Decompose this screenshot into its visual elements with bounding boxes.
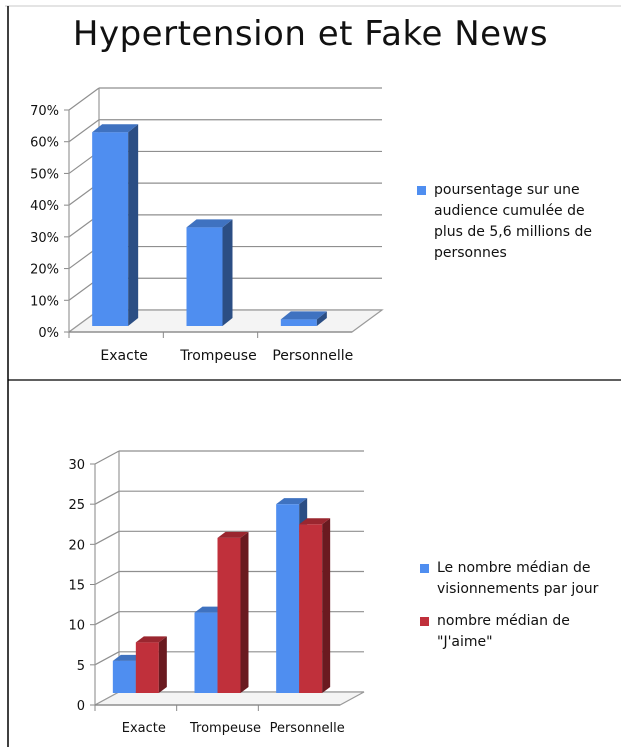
bar-0 (186, 227, 223, 326)
gridline-depth (94, 450, 120, 465)
y-tick-label: 30% (30, 231, 59, 246)
bar-1 (135, 642, 159, 693)
y-tick-label: 25 (68, 498, 85, 513)
bar-top-0 (280, 311, 327, 320)
bar-1 (299, 524, 323, 693)
y-tick-label: 60% (30, 136, 59, 151)
bar-side-1 (240, 531, 249, 693)
gridline-depth (94, 570, 120, 586)
bar-side-0 (128, 124, 139, 326)
y-tick-label: 15 (68, 579, 85, 594)
bar-side-0 (222, 219, 233, 326)
x-tick-label: Exacte (100, 348, 148, 364)
x-tick-label: Exacte (122, 721, 166, 736)
bar-1 (217, 537, 241, 693)
y-tick-label: 40% (30, 199, 59, 214)
bar-0 (280, 319, 317, 326)
gridline-depth (94, 490, 120, 505)
bar-0 (112, 660, 136, 693)
y-tick-label: 20% (30, 263, 59, 278)
legend-item: nombre médian de "J'aime" (420, 611, 615, 653)
y-tick-label: 70% (30, 104, 59, 119)
y-tick-label: 10% (30, 294, 59, 309)
bar-side-0 (316, 311, 327, 326)
legend-chart-1: poursentage sur une audience cumulée de … (417, 180, 617, 264)
legend-label: poursentage sur une audience cumulée de … (434, 182, 592, 261)
gridline-depth (68, 87, 100, 111)
chart-floor (94, 691, 365, 706)
y-tick-label: 0% (38, 326, 59, 341)
bar-0 (194, 612, 218, 693)
x-tick-label: Personnelle (272, 348, 353, 364)
bar-top-1 (135, 636, 167, 643)
bar-side-1 (158, 636, 167, 693)
legend-swatch (420, 617, 429, 626)
y-tick-label: 20 (68, 538, 85, 553)
y-tick-label: 50% (30, 167, 59, 182)
y-tick-label: 30 (68, 458, 85, 473)
bar-top-1 (217, 531, 249, 538)
y-tick-label: 5 (77, 659, 85, 674)
legend-label: Le nombre médian de visionnements par jo… (437, 560, 599, 597)
y-tick-label: 0 (77, 699, 85, 714)
bar-top-0 (276, 498, 308, 505)
legend-item: Le nombre médian de visionnements par jo… (420, 558, 615, 600)
bar-0 (276, 504, 300, 693)
y-tick-label: 10 (68, 619, 85, 634)
legend-chart-2: Le nombre médian de visionnements par jo… (420, 558, 615, 664)
legend-item: poursentage sur une audience cumulée de … (417, 180, 617, 264)
x-tick-label: Personnelle (270, 721, 345, 736)
gridline-depth (94, 651, 120, 666)
gridline-depth (94, 530, 120, 545)
bar-top-0 (92, 124, 139, 133)
legend-label: nombre médian de "J'aime" (437, 613, 570, 650)
gridline-depth (68, 119, 100, 143)
legend-swatch (417, 186, 426, 195)
x-tick-label: Trompeuse (179, 348, 256, 364)
bar-0 (92, 132, 129, 326)
x-tick-label: Trompeuse (189, 721, 261, 736)
bar-top-0 (186, 219, 233, 228)
gridline-depth (94, 611, 120, 626)
page-title: Hypertension et Fake News (72, 14, 549, 54)
legend-swatch (420, 564, 429, 573)
bar-side-1 (322, 518, 331, 693)
bar-top-1 (299, 518, 331, 525)
